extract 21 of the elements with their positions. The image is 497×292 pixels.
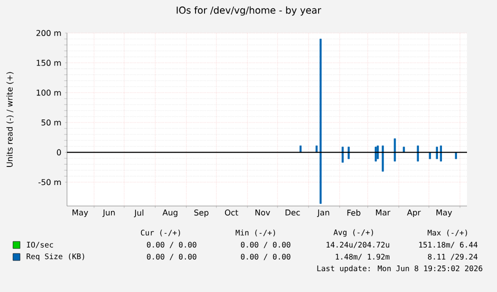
x-tick-label: Oct	[224, 210, 238, 216]
chart-title: IOs for /dev/vg/home - by year	[176, 6, 322, 16]
x-tick-label: May	[72, 210, 88, 218]
x-tick-label: May	[436, 210, 452, 218]
y-tick-label: 200 m	[36, 30, 61, 36]
x-tick-label: Jun	[102, 210, 115, 217]
x-tick-label: Dec	[286, 210, 300, 216]
y-tick-label: 100 m	[36, 90, 61, 96]
x-tick-label: Nov	[255, 210, 270, 216]
y-tick-label: 50 m	[42, 119, 61, 126]
y-tick-label: 0	[56, 149, 61, 156]
x-tick-label: Jan	[317, 210, 330, 217]
x-tick-label: Jul	[134, 210, 144, 218]
x-tick-label: Sep	[194, 210, 208, 218]
x-tick-label: Apr	[407, 210, 421, 218]
y-tick-label: 150 m	[36, 60, 61, 66]
y-tick-label: -50 m	[38, 179, 61, 186]
x-tick-label: Mar	[376, 210, 390, 216]
y-axis-title: Units read (-) / write (+)	[6, 72, 14, 167]
x-tick-label: Aug	[162, 210, 178, 218]
x-tick-label: Feb	[347, 210, 360, 216]
